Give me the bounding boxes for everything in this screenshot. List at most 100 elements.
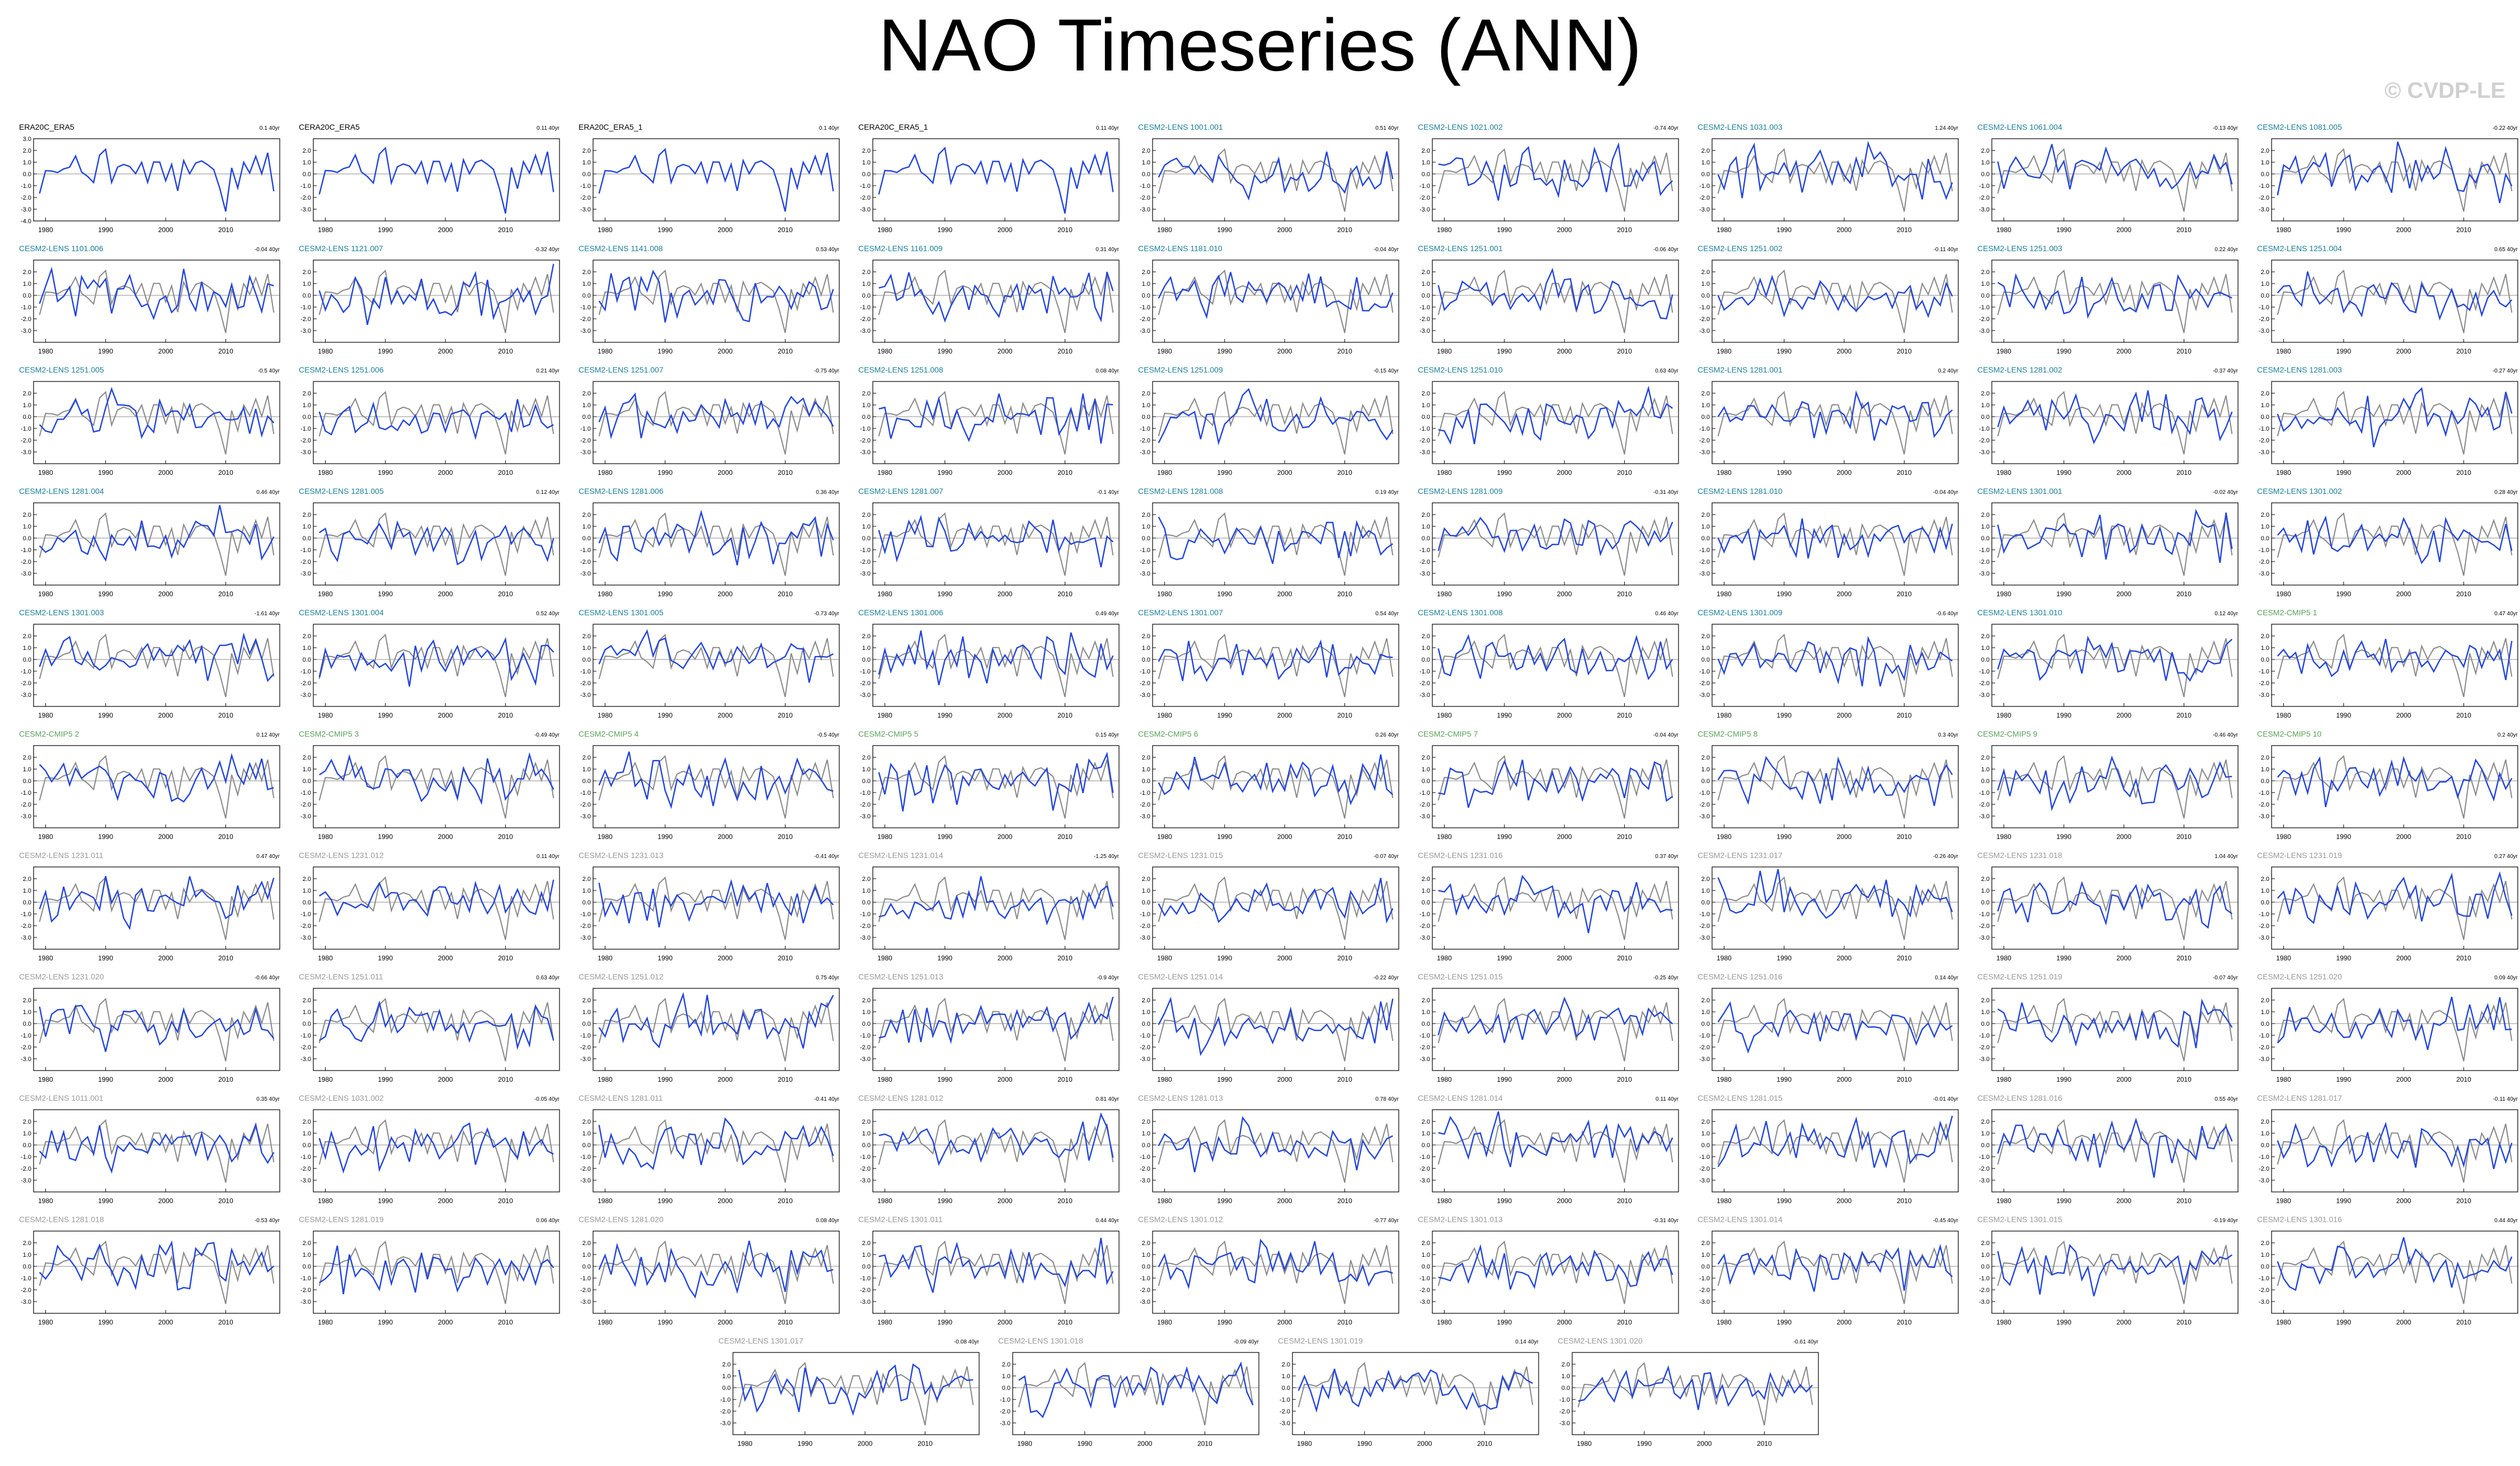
panel-title: CESM2-CMIP5 8 bbox=[1698, 729, 1758, 738]
x-tick-label: 1980 bbox=[38, 590, 53, 598]
y-tick-label: -2.0 bbox=[2259, 437, 2269, 444]
x-tick-label: 2010 bbox=[1057, 1318, 1073, 1326]
y-tick-label: -1.0 bbox=[1979, 790, 1990, 796]
y-tick-label: -1.0 bbox=[1419, 1275, 1430, 1282]
y-tick-label: 2.0 bbox=[1701, 1240, 1710, 1247]
x-tick-label: 2000 bbox=[2396, 226, 2411, 234]
plot-frame bbox=[1991, 1109, 2239, 1192]
y-tick-label: -3.0 bbox=[2259, 935, 2269, 941]
nao-panel: CESM2-LENS 1031.002 -0.05 40yr -3.0 -2.0 -1.… bbox=[297, 1093, 560, 1220]
plot-frame bbox=[1432, 138, 1679, 221]
panel-title: CESM2-LENS 1281.008 bbox=[1138, 487, 1223, 496]
nao-series-line bbox=[319, 879, 554, 917]
y-tick-label: 0.0 bbox=[1701, 657, 1710, 663]
observed-series-line bbox=[1717, 1119, 1953, 1183]
nao-panel: CESM2-LENS 1251.011 0.63 40yr -3.0 -2.0 -1.0… bbox=[297, 972, 560, 1099]
y-tick-label: 1.0 bbox=[1142, 766, 1150, 773]
x-tick-label: 1980 bbox=[2276, 711, 2291, 719]
observed-series-line bbox=[1437, 633, 1673, 697]
y-tick-label: -3.0 bbox=[720, 1420, 731, 1427]
nao-panel-chart: CESM2-LENS 1011.001 0.35 40yr-3.0-2.0-1.0… bbox=[19, 1093, 280, 1205]
y-tick-label: -2.0 bbox=[1699, 802, 1710, 808]
nao-series-line bbox=[598, 629, 834, 683]
x-tick-label: 1980 bbox=[598, 711, 613, 719]
panel-title: CESM2-LENS 1251.011 bbox=[299, 972, 383, 981]
nao-panel: CESM2-LENS 1231.013 -0.41 40yr -3.0 -2.0 -1.… bbox=[576, 851, 840, 977]
plot-frame bbox=[1432, 866, 1679, 950]
panel-trend-label: -0.05 40yr bbox=[534, 1096, 560, 1102]
y-tick-label: 2.0 bbox=[862, 269, 871, 276]
observed-series-line bbox=[878, 997, 1114, 1062]
y-tick-label: 2.0 bbox=[2261, 755, 2269, 761]
y-tick-label: -2.0 bbox=[1699, 1044, 1710, 1051]
y-tick-label: -1.0 bbox=[1419, 668, 1430, 675]
nao-panel: CESM2-LENS 1231.011 0.47 40yr -3.0 -2.0 -1.0… bbox=[17, 851, 280, 977]
y-tick-label: 0.0 bbox=[1422, 1142, 1430, 1149]
x-tick-label: 2000 bbox=[2117, 226, 2132, 234]
panel-title: CESM2-LENS 1281.007 bbox=[858, 487, 943, 496]
x-tick-label: 2010 bbox=[1617, 1197, 1632, 1205]
nao-series-line bbox=[878, 751, 1114, 812]
y-tick-label: 1.0 bbox=[1422, 888, 1430, 894]
nao-series-line bbox=[1158, 1116, 1393, 1172]
panel-title: ERA20C_ERA5 bbox=[19, 122, 74, 131]
panel-title: CERA20C_ERA5_1 bbox=[858, 122, 928, 131]
nao-panel: CESM2-LENS 1251.003 0.22 40yr -3.0 -2.0 -1.0… bbox=[1975, 244, 2239, 370]
nao-panel-chart: CESM2-LENS 1161.009 0.31 40yr-3.0-2.0-1.0… bbox=[858, 244, 1120, 355]
y-tick-label: 1.0 bbox=[582, 1130, 591, 1137]
x-tick-label: 1990 bbox=[98, 1318, 113, 1326]
y-tick-label: -1.0 bbox=[1979, 668, 1990, 675]
x-tick-label: 1990 bbox=[2336, 347, 2351, 355]
y-tick-label: -2.0 bbox=[1140, 923, 1150, 930]
x-tick-label: 1980 bbox=[877, 226, 892, 234]
x-tick-label: 1980 bbox=[598, 469, 613, 477]
y-tick-label: 1.0 bbox=[1701, 645, 1710, 652]
plot-frame bbox=[1432, 1109, 1679, 1192]
observed-series-line bbox=[39, 997, 275, 1062]
x-tick-label: 2000 bbox=[1837, 1318, 1852, 1326]
panel-trend-label: 0.11 40yr bbox=[1656, 1096, 1679, 1102]
y-tick-label: -2.0 bbox=[1699, 1287, 1710, 1294]
plot-frame bbox=[593, 866, 840, 950]
nao-panel: CESM2-LENS 1251.019 -0.07 40yr -3.0 -2.0 -1.… bbox=[1975, 972, 2239, 1099]
y-tick-label: -3.0 bbox=[2259, 328, 2269, 334]
plot-frame bbox=[1152, 502, 1399, 586]
x-tick-label: 1980 bbox=[1717, 1076, 1732, 1083]
x-tick-label: 2000 bbox=[1837, 1197, 1852, 1205]
x-tick-label: 1990 bbox=[657, 590, 673, 598]
x-tick-label: 2010 bbox=[1897, 711, 1912, 719]
x-tick-label: 1980 bbox=[1717, 469, 1732, 477]
nao-series-line bbox=[2277, 639, 2513, 681]
y-tick-label: 0.0 bbox=[1282, 1385, 1290, 1392]
x-tick-label: 2010 bbox=[2456, 954, 2471, 962]
x-tick-label: 1980 bbox=[877, 347, 892, 355]
x-tick-label: 2000 bbox=[438, 954, 453, 962]
y-tick-label: -3.0 bbox=[1979, 328, 1990, 334]
x-tick-label: 2010 bbox=[1057, 833, 1073, 841]
x-tick-label: 1980 bbox=[318, 347, 333, 355]
plot-frame bbox=[593, 988, 840, 1071]
y-tick-label: 1.0 bbox=[722, 1373, 731, 1380]
nao-panel: CESM2-LENS 1301.007 0.54 40yr -3.0 -2.0 -1.0… bbox=[1136, 608, 1399, 734]
y-tick-label: -1.0 bbox=[1699, 1033, 1710, 1039]
y-tick-label: -3.0 bbox=[2259, 206, 2269, 213]
y-tick-label: -2.0 bbox=[2259, 559, 2269, 565]
nao-panel: CESM2-LENS 1251.016 0.14 40yr -3.0 -2.0 -1.0… bbox=[1695, 972, 1959, 1099]
plot-frame bbox=[2271, 502, 2518, 586]
x-tick-label: 1990 bbox=[98, 590, 113, 598]
x-tick-label: 2010 bbox=[778, 954, 793, 962]
plot-frame bbox=[33, 260, 280, 343]
plot-frame bbox=[2271, 624, 2518, 707]
nao-panel: CESM2-LENS 1251.005 -0.5 40yr -3.0 -2.0 -1.0… bbox=[17, 365, 280, 492]
y-tick-label: 0.0 bbox=[2261, 535, 2269, 542]
nao-series-line bbox=[1997, 1118, 2233, 1178]
nao-panel-chart: CESM2-LENS 1251.012 0.75 40yr-3.0-2.0-1.0… bbox=[579, 972, 840, 1083]
x-tick-label: 2000 bbox=[998, 833, 1013, 841]
y-tick-label: -1.0 bbox=[1419, 790, 1430, 796]
y-tick-label: -1.0 bbox=[860, 911, 871, 918]
y-tick-label: -1.0 bbox=[1419, 1154, 1430, 1161]
y-tick-label: 1.0 bbox=[1142, 645, 1150, 652]
plot-frame bbox=[1991, 502, 2239, 586]
y-tick-label: 1.0 bbox=[1981, 1009, 1990, 1016]
y-tick-label: 1.0 bbox=[2261, 524, 2269, 530]
